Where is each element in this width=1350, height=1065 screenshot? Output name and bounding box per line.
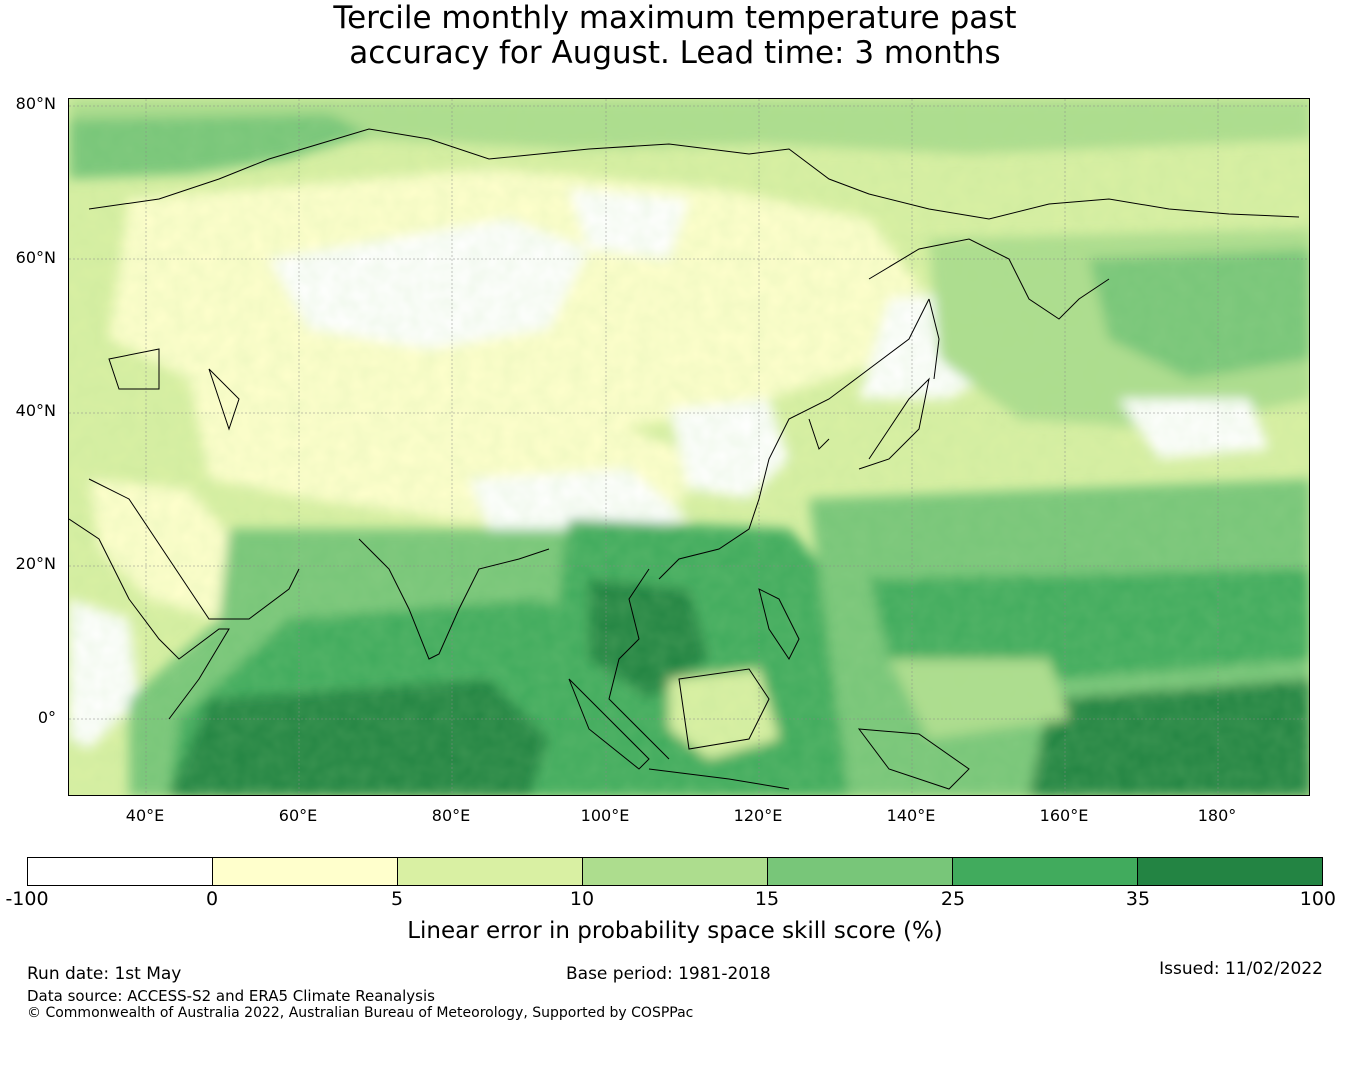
lat-label-0: 0° [37, 708, 56, 727]
coastline-india [358, 538, 550, 660]
coastline-sakhalin [928, 298, 940, 380]
map-gridlines [69, 99, 1309, 795]
run-date: Run date: 1st May [27, 964, 182, 984]
coastline-okhotsk [868, 238, 1110, 320]
coastline-philippines [758, 588, 800, 660]
colorbar-tick-100: 100 [1299, 888, 1336, 910]
coastline-africa [69, 518, 230, 720]
colorbar-tick-10: 10 [569, 888, 595, 910]
colorbar-tick-35: 35 [1125, 888, 1151, 910]
skill-score-map [68, 98, 1310, 796]
map-canvas [69, 99, 1309, 795]
lon-label-160e: 160°E [1039, 806, 1089, 825]
coastline-sumatra [568, 678, 650, 770]
coastline-new-guinea [857, 728, 970, 790]
colorbar-segment-3 [398, 858, 583, 885]
colorbar-segment-7 [1138, 858, 1322, 885]
colorbar-tick-15: 15 [754, 888, 780, 910]
colorbar-segment-4 [583, 858, 768, 885]
lon-label-60e: 60°E [278, 806, 318, 825]
lat-label-20n: 20°N [15, 554, 56, 573]
lon-label-180: 180° [1197, 806, 1237, 825]
coastline-korea-japan [808, 377, 930, 470]
lat-label-60n: 60°N [15, 248, 56, 267]
base-period: Base period: 1981-2018 [566, 964, 771, 984]
coastline-caspian [208, 368, 240, 431]
colorbar [27, 857, 1323, 886]
lat-label-80n: 80°N [15, 94, 56, 113]
coastline-black-sea [108, 348, 160, 390]
colorbar-tick-minus-100: -100 [5, 888, 49, 910]
map-texture [69, 99, 1309, 795]
lon-label-40e: 40°E [125, 806, 165, 825]
map-title-line-2: accuracy for August. Lead time: 3 months [349, 35, 1001, 71]
colorbar-tick-25: 25 [940, 888, 966, 910]
colorbar-label: Linear error in probability space skill … [407, 918, 943, 944]
coastline-scandinavia-russia [88, 128, 1300, 220]
lon-label-80e: 80°E [431, 806, 471, 825]
colorbar-tick-5: 5 [390, 888, 404, 910]
coastlines [69, 128, 1300, 790]
colorbar-segment-2 [213, 858, 398, 885]
issued-date: Issued: 11/02/2022 [1159, 959, 1323, 979]
colorbar-segment-5 [768, 858, 953, 885]
colorbar-tick-0: 0 [205, 888, 219, 910]
coastline-borneo [678, 668, 770, 750]
lon-label-140e: 140°E [886, 806, 936, 825]
map-title-line-1: Tercile monthly maximum temperature past [333, 0, 1017, 36]
coastline-east-asia [658, 298, 930, 580]
colorbar-segment-6 [953, 858, 1138, 885]
data-source: Data source: ACCESS-S2 and ERA5 Climate … [27, 987, 435, 1005]
coastline-java [648, 768, 790, 790]
lon-label-100e: 100°E [580, 806, 630, 825]
colorbar-segment-1 [28, 858, 213, 885]
copyright: © Commonwealth of Australia 2022, Austra… [27, 1005, 694, 1021]
coastline-arabia [88, 478, 300, 620]
coastline-indochina [608, 568, 670, 760]
lat-label-40n: 40°N [15, 401, 56, 420]
lon-label-120e: 120°E [733, 806, 783, 825]
